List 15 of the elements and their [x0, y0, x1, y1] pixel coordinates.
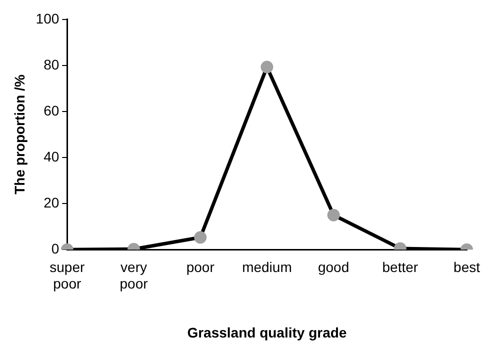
- x-tick-label: good: [318, 258, 350, 275]
- x-tick-label: better: [382, 258, 418, 275]
- x-axis-title: Grassland quality grade: [187, 324, 347, 340]
- y-tick-label: 100: [36, 10, 60, 26]
- x-tick-label: best: [454, 258, 480, 275]
- y-tick-label: 40: [44, 148, 60, 164]
- x-tick-label: poor: [186, 258, 215, 275]
- x-tick-label: medium: [242, 258, 292, 275]
- y-tick-label: 80: [44, 56, 60, 72]
- y-tick-label: 60: [44, 102, 60, 118]
- y-tick-label: 20: [44, 194, 60, 210]
- x-tick-label: very poor: [120, 258, 148, 292]
- y-tick-label: 0: [51, 240, 60, 256]
- x-tick-label: super poor: [50, 258, 85, 292]
- y-axis-title: The proportion /%: [11, 74, 28, 194]
